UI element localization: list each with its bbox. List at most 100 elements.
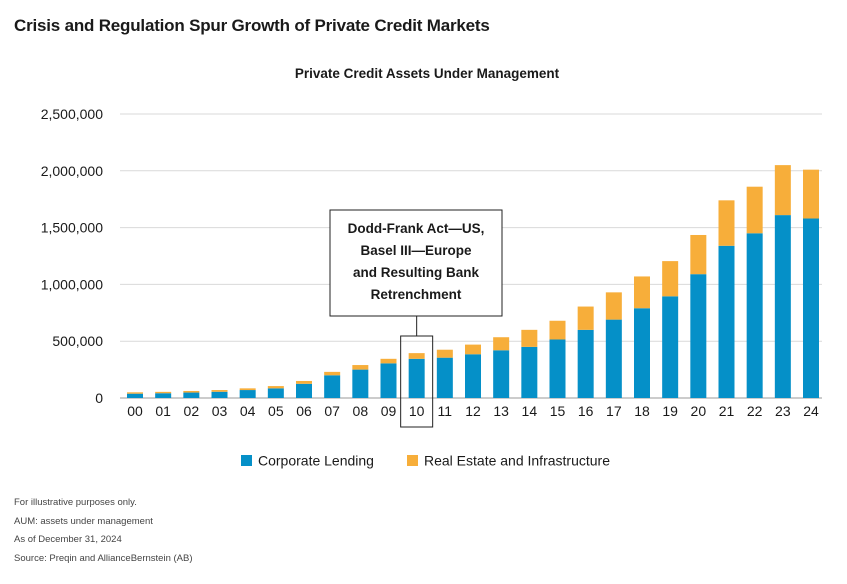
- bar-real-estate: [803, 169, 819, 219]
- bar-real-estate: [155, 391, 172, 394]
- legend-swatch-corporate-lending: [241, 455, 252, 466]
- x-tick-label: 00: [127, 403, 143, 419]
- annotation-text: Basel III—Europe: [360, 243, 472, 258]
- x-tick-label: 13: [493, 403, 509, 419]
- chart: Private Credit Assets Under Management 0…: [41, 66, 822, 469]
- bar-corporate-lending: [267, 388, 284, 398]
- x-tick-label: 11: [438, 403, 453, 419]
- x-tick-label: 03: [212, 403, 228, 419]
- bar-corporate-lending: [408, 358, 425, 398]
- x-tick-label: 24: [803, 403, 819, 419]
- chart-title: Private Credit Assets Under Management: [295, 66, 560, 81]
- x-tick-label: 01: [155, 403, 171, 419]
- x-tick-label: 12: [465, 403, 481, 419]
- bar-real-estate: [127, 392, 143, 394]
- bar-corporate-lending: [662, 296, 679, 398]
- bars: [127, 165, 819, 398]
- bar-corporate-lending: [239, 390, 256, 398]
- x-tick-label: 22: [747, 403, 763, 419]
- footnote: For illustrative purposes only.: [14, 497, 137, 508]
- bar-corporate-lending: [296, 383, 312, 398]
- annotation-text: Dodd-Frank Act—US,: [348, 221, 485, 236]
- legend-label: Real Estate and Infrastructure: [424, 453, 610, 469]
- bar-real-estate: [605, 292, 622, 320]
- bar-real-estate: [549, 320, 566, 340]
- x-tick-label: 09: [381, 403, 397, 419]
- bar-corporate-lending: [436, 357, 453, 398]
- bar-corporate-lending: [465, 354, 481, 398]
- bar-corporate-lending: [605, 319, 622, 398]
- x-tick-label: 04: [240, 403, 256, 419]
- x-tick-label: 06: [296, 403, 312, 419]
- bar-corporate-lending: [746, 233, 763, 398]
- bar-real-estate: [380, 358, 397, 364]
- y-tick-label: 500,000: [52, 333, 103, 349]
- x-tick-label: 15: [550, 403, 566, 419]
- bar-real-estate: [718, 200, 735, 246]
- bar-real-estate: [746, 186, 763, 234]
- x-tick-label: 18: [634, 403, 650, 419]
- bar-real-estate: [690, 234, 707, 275]
- bar-real-estate: [408, 353, 425, 359]
- bar-real-estate: [521, 329, 538, 347]
- y-axis: 0 500,000 1,000,000 1,500,000 2,000,000 2,500…: [41, 106, 104, 406]
- legend-swatch-real-estate: [407, 455, 418, 466]
- bar-corporate-lending: [352, 369, 369, 398]
- legend: Corporate Lending Real Estate and Infrast…: [241, 453, 610, 469]
- bar-corporate-lending: [718, 245, 735, 398]
- annotation-box: [329, 209, 503, 317]
- y-tick-label: 2,000,000: [41, 163, 103, 179]
- bar-corporate-lending: [803, 218, 819, 398]
- bar-corporate-lending: [155, 393, 172, 398]
- footnotes: For illustrative purposes only. AUM: ass…: [14, 494, 193, 568]
- y-tick-label: 1,500,000: [41, 220, 103, 236]
- bar-corporate-lending: [127, 393, 143, 398]
- y-tick-label: 2,500,000: [41, 106, 103, 122]
- bar-real-estate: [634, 276, 650, 309]
- bar-real-estate: [267, 386, 284, 389]
- page-title: Crisis and Regulation Spur Growth of Pri…: [14, 16, 490, 35]
- x-tick-label: 21: [719, 403, 735, 419]
- x-tick-label: 19: [662, 403, 678, 419]
- x-tick-label: 17: [606, 403, 622, 419]
- annotation-text: and Resulting Bank: [353, 265, 480, 280]
- bar-corporate-lending: [324, 375, 341, 398]
- bar-real-estate: [465, 344, 481, 355]
- x-axis: 00 01 02 03 04 05 06 07 08 09 10 11 12 13 14 15 16 17 18 19…: [127, 403, 819, 419]
- footnote: As of December 31, 2024: [14, 534, 122, 545]
- bar-corporate-lending: [183, 392, 200, 398]
- bar-real-estate: [774, 165, 791, 216]
- footnote: Source: Preqin and AllianceBernstein (AB…: [14, 552, 193, 564]
- x-tick-label: 10: [409, 403, 425, 419]
- footnote: AUM: assets under management: [14, 515, 153, 527]
- x-tick-label: 23: [775, 403, 791, 419]
- bar-real-estate: [211, 390, 228, 392]
- x-tick-label: 14: [522, 403, 538, 419]
- x-tick-label: 16: [578, 403, 594, 419]
- bar-corporate-lending: [211, 391, 228, 398]
- bar-corporate-lending: [549, 339, 566, 398]
- legend-label: Corporate Lending: [258, 453, 374, 469]
- bar-real-estate: [436, 349, 453, 358]
- bar-corporate-lending: [521, 346, 538, 398]
- bar-real-estate: [577, 306, 594, 330]
- annotation: Dodd-Frank Act—US, Basel III—Europe and Re…: [329, 209, 503, 428]
- bar-real-estate: [239, 388, 256, 391]
- bar-real-estate: [183, 390, 200, 393]
- bar-real-estate: [324, 371, 341, 376]
- x-tick-label: 07: [324, 403, 340, 419]
- x-tick-label: 05: [268, 403, 284, 419]
- bar-corporate-lending: [577, 329, 594, 398]
- bar-corporate-lending: [380, 363, 397, 398]
- bar-corporate-lending: [690, 274, 707, 398]
- x-tick-label: 20: [691, 403, 707, 419]
- y-tick-label: 1,000,000: [41, 276, 103, 292]
- bar-corporate-lending: [774, 215, 791, 398]
- bar-corporate-lending: [493, 350, 510, 398]
- x-tick-label: 02: [184, 403, 200, 419]
- bar-corporate-lending: [634, 308, 650, 398]
- x-tick-label: 08: [353, 403, 369, 419]
- bar-real-estate: [493, 337, 510, 351]
- bar-real-estate: [662, 261, 679, 297]
- bar-real-estate: [296, 380, 312, 384]
